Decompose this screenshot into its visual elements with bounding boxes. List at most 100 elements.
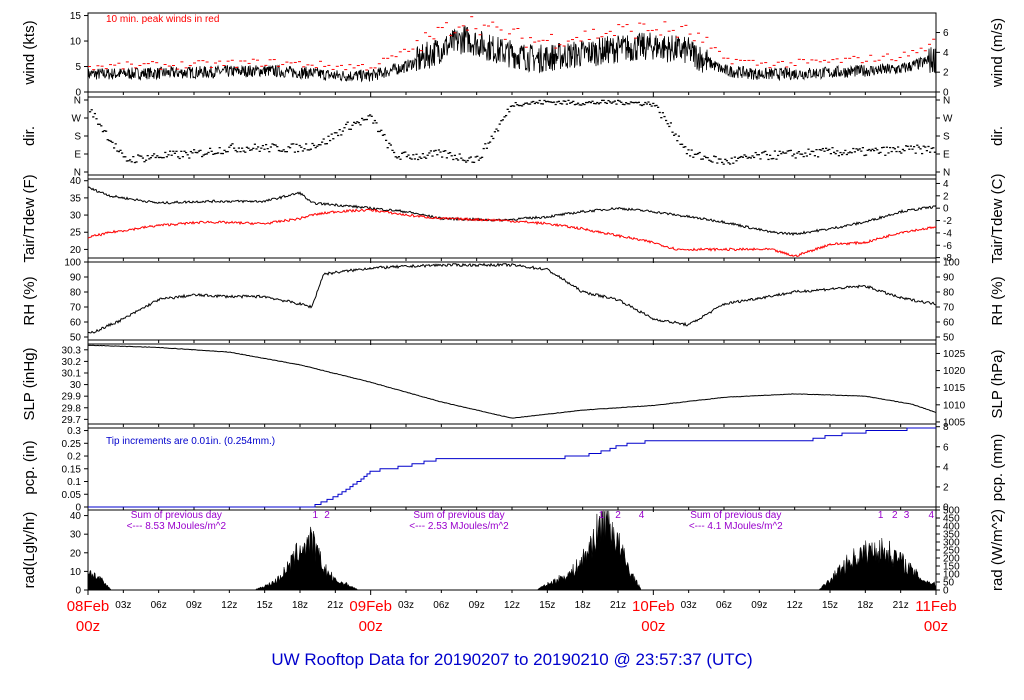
x-tick-label: 15z xyxy=(257,600,273,611)
x-tick-label: 03z xyxy=(115,600,131,611)
x-day-time-label: 00z xyxy=(359,618,383,635)
y-left-tick-label: 25 xyxy=(70,228,82,239)
x-tick-label: 18z xyxy=(575,600,591,611)
rad-hour-marker: 3 xyxy=(904,510,910,521)
y-right-axis-title: dir. xyxy=(989,126,1006,146)
y-left-tick-label: 0 xyxy=(75,586,81,597)
wind-speed-series xyxy=(87,25,937,83)
wind-annotation: 10 min. peak winds in red xyxy=(106,14,219,25)
y-left-tick-label: 0 xyxy=(75,503,81,514)
dewpoint-series xyxy=(87,208,937,258)
y-right-tick-label: 4 xyxy=(943,179,949,190)
y-right-tick-label: 70 xyxy=(943,303,955,314)
dir-left-tick-label: N xyxy=(74,96,81,107)
y-left-tick-label: 20 xyxy=(70,548,82,559)
y-right-tick-label: 350 xyxy=(943,530,960,541)
x-tick-label: 09z xyxy=(751,600,767,611)
x-day-time-label: 00z xyxy=(641,618,665,635)
x-tick-label: 15z xyxy=(539,600,555,611)
y-right-axis-title: pcp. (mm) xyxy=(989,434,1006,502)
x-tick-label: 12z xyxy=(504,600,520,611)
y-right-tick-label: 2 xyxy=(943,191,949,202)
x-tick-label: 09z xyxy=(469,600,485,611)
y-right-tick-label: 80 xyxy=(943,288,955,299)
y-left-tick-label: 30.2 xyxy=(62,357,82,368)
panel-frame-temp xyxy=(87,178,937,259)
y-left-tick-label: 5 xyxy=(75,62,81,73)
y-right-tick-label: 60 xyxy=(943,318,955,329)
y-right-tick-label: 50 xyxy=(943,578,955,589)
y-right-axis-title: wind (m/s) xyxy=(989,18,1006,88)
rad-hour-marker: 1 xyxy=(313,510,319,521)
rad-daily-sum-label: Sum of previous day xyxy=(690,510,781,521)
dir-left-tick-label: E xyxy=(74,150,81,161)
x-tick-label: 21z xyxy=(893,600,909,611)
y-right-tick-label: 200 xyxy=(943,554,960,565)
y-left-tick-label: 40 xyxy=(70,511,82,522)
x-tick-label: 09z xyxy=(186,600,202,611)
x-tick-label: 18z xyxy=(857,600,873,611)
y-right-tick-label: 6 xyxy=(943,28,949,39)
y-right-tick-label: 2 xyxy=(943,482,949,493)
x-day-time-label: 00z xyxy=(76,618,100,635)
dir-right-tick-label: E xyxy=(943,150,950,161)
x-day-date-label: 08Feb xyxy=(67,598,110,615)
y-left-tick-label: 0.25 xyxy=(62,439,82,450)
y-right-tick-label: 1010 xyxy=(943,400,966,411)
relative-humidity-series xyxy=(87,262,936,334)
panel-frame-rh xyxy=(87,261,937,341)
y-left-tick-label: 15 xyxy=(70,11,82,22)
y-right-tick-label: 6 xyxy=(943,442,949,453)
y-left-tick-label: 29.8 xyxy=(62,403,82,414)
y-left-tick-label: 70 xyxy=(70,303,82,314)
y-left-tick-label: 30 xyxy=(70,211,82,222)
y-right-tick-label: 4 xyxy=(943,462,949,473)
y-right-tick-label: -6 xyxy=(943,241,952,252)
x-tick-label: 18z xyxy=(292,600,308,611)
x-tick-label: 03z xyxy=(398,600,414,611)
y-right-tick-label: 150 xyxy=(943,562,960,573)
y-right-tick-label: 0 xyxy=(943,204,949,215)
y-left-tick-label: 40 xyxy=(70,176,82,187)
y-left-tick-label: 30.1 xyxy=(62,368,82,379)
y-left-tick-label: 0 xyxy=(75,88,81,99)
rad-hour-marker: 1 xyxy=(878,510,884,521)
y-left-tick-label: 29.7 xyxy=(62,415,82,426)
pcp-annotation: Tip increments are 0.01in. (0.254mm.) xyxy=(106,436,275,447)
rad-hour-marker: 1 xyxy=(599,510,605,521)
y-right-tick-label: 450 xyxy=(943,514,960,525)
y-left-tick-label: 35 xyxy=(70,193,82,204)
x-tick-label: 21z xyxy=(327,600,343,611)
y-right-tick-label: 0 xyxy=(943,586,949,597)
dir-right-tick-label: N xyxy=(943,168,950,179)
x-day-date-label: 10Feb xyxy=(632,598,675,615)
y-left-tick-label: 0.05 xyxy=(62,490,82,501)
wind-peak-series xyxy=(88,16,936,71)
y-right-tick-label: 1015 xyxy=(943,383,966,394)
rad-hour-marker: 2 xyxy=(324,510,330,521)
rad-hour-marker: 2 xyxy=(892,510,898,521)
y-right-tick-label: 2 xyxy=(943,68,949,79)
x-day-time-label: 00z xyxy=(924,618,948,635)
dir-right-tick-label: N xyxy=(943,96,950,107)
y-left-tick-label: 20 xyxy=(70,245,82,256)
rad-daily-sum-label: <--- 2.53 MJoules/m^2 xyxy=(409,521,509,532)
y-left-tick-label: 30 xyxy=(70,530,82,541)
y-left-axis-title: pcp. (in) xyxy=(21,440,38,494)
wind-direction-series xyxy=(89,99,936,165)
rad-hour-marker: 4 xyxy=(929,510,935,521)
y-right-axis-title: rad (W/m^2) xyxy=(989,509,1006,591)
y-right-axis-title: Tair/Tdew (C) xyxy=(989,173,1006,263)
x-tick-label: 06z xyxy=(433,600,449,611)
y-left-tick-label: 10 xyxy=(70,37,82,48)
y-right-tick-label: 300 xyxy=(943,538,960,549)
y-right-tick-label: -2 xyxy=(943,216,952,227)
x-day-date-label: 09Feb xyxy=(349,598,392,615)
y-left-axis-title: rad(Lgly/hr) xyxy=(21,512,38,589)
y-left-tick-label: 0.2 xyxy=(67,452,81,463)
y-left-tick-label: 50 xyxy=(70,333,82,344)
y-right-tick-label: 400 xyxy=(943,522,960,533)
y-left-tick-label: 100 xyxy=(64,258,81,269)
precipitation-series xyxy=(88,427,936,508)
x-tick-label: 12z xyxy=(787,600,803,611)
